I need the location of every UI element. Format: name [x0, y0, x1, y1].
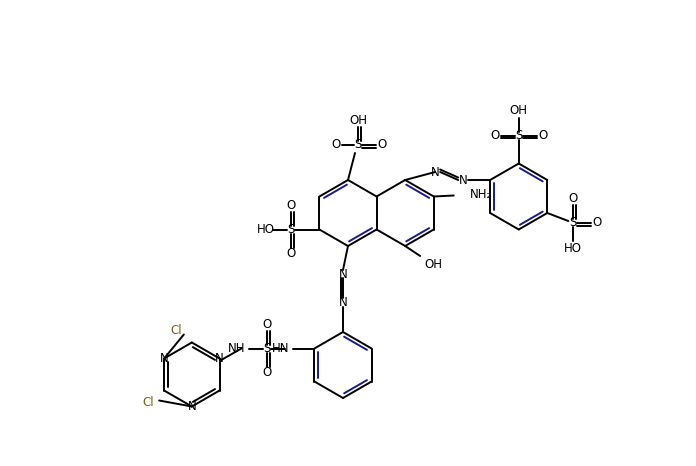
Text: HO: HO	[256, 223, 274, 236]
Text: O: O	[377, 138, 386, 151]
Text: O: O	[263, 366, 272, 379]
Text: NH: NH	[228, 342, 246, 355]
Text: S: S	[569, 217, 577, 229]
Text: OH: OH	[424, 258, 442, 270]
Text: N: N	[160, 352, 168, 365]
Text: N: N	[187, 400, 196, 413]
Text: O: O	[593, 217, 602, 229]
Text: O: O	[263, 318, 272, 331]
Text: O: O	[287, 247, 296, 260]
Text: N: N	[459, 173, 468, 186]
Text: NH₂: NH₂	[470, 188, 492, 201]
Text: O: O	[569, 192, 578, 206]
Text: OH: OH	[349, 115, 367, 128]
Text: HN: HN	[272, 342, 290, 355]
Text: Cl: Cl	[143, 396, 154, 409]
Text: HO: HO	[564, 241, 583, 254]
Text: N: N	[339, 267, 347, 281]
Text: O: O	[538, 129, 547, 142]
Text: OH: OH	[509, 104, 528, 117]
Text: O: O	[490, 129, 499, 142]
Text: N: N	[215, 352, 224, 365]
Text: S: S	[354, 138, 362, 151]
Text: O: O	[287, 199, 296, 212]
Text: Cl: Cl	[171, 324, 182, 337]
Text: N: N	[339, 295, 347, 308]
Text: O: O	[331, 138, 340, 151]
Text: N: N	[431, 165, 440, 178]
Text: S: S	[264, 342, 271, 355]
Text: S: S	[515, 129, 523, 142]
Text: S: S	[287, 223, 295, 236]
